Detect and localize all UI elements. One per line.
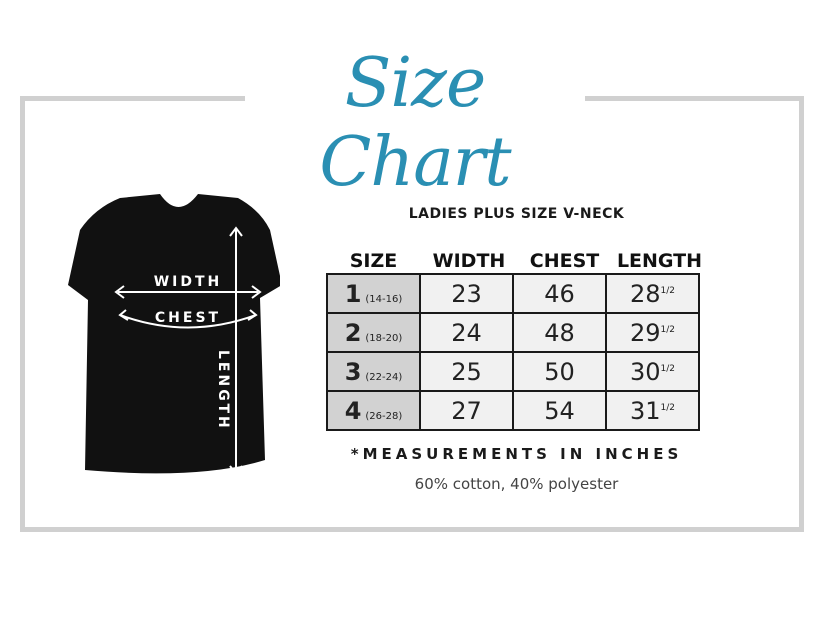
width-label: WIDTH bbox=[154, 274, 223, 290]
product-subtitle: LADIES PLUS SIZE V-NECK bbox=[408, 206, 625, 222]
table-row: 2 (18-20) 24 48 291/2 bbox=[326, 312, 700, 353]
fabric-info: 60% cotton, 40% polyester bbox=[414, 475, 619, 493]
header-chest: CHEST bbox=[529, 250, 600, 272]
table-row: 4 (26-28) 27 54 311/2 bbox=[326, 390, 700, 431]
measurement-note: *MEASUREMENTS IN INCHES bbox=[350, 445, 683, 463]
tshirt-diagram: WIDTH CHEST LENGTH bbox=[68, 194, 280, 476]
width-cell: 23 bbox=[419, 273, 514, 314]
chest-cell: 54 bbox=[512, 390, 607, 431]
length-cell: 311/2 bbox=[605, 390, 700, 431]
size-cell: 1 (14-16) bbox=[326, 273, 421, 314]
width-cell: 27 bbox=[419, 390, 514, 431]
table-row: 1 (14-16) 23 46 281/2 bbox=[326, 273, 700, 314]
length-cell: 301/2 bbox=[605, 351, 700, 392]
width-cell: 24 bbox=[419, 312, 514, 353]
size-cell: 3 (22-24) bbox=[326, 351, 421, 392]
table-row: 3 (22-24) 25 50 301/2 bbox=[326, 351, 700, 392]
length-label: LENGTH bbox=[215, 350, 231, 431]
header-length: LENGTH bbox=[616, 250, 703, 272]
width-cell: 25 bbox=[419, 351, 514, 392]
header-size: SIZE bbox=[349, 250, 398, 272]
size-cell: 4 (26-28) bbox=[326, 390, 421, 431]
chest-cell: 50 bbox=[512, 351, 607, 392]
page-title: Size Chart bbox=[319, 44, 511, 202]
chest-cell: 48 bbox=[512, 312, 607, 353]
length-cell: 281/2 bbox=[605, 273, 700, 314]
chest-cell: 46 bbox=[512, 273, 607, 314]
header-width: WIDTH bbox=[432, 250, 506, 272]
size-table: 1 (14-16) 23 46 281/2 2 (18-20) 24 48 291/2… bbox=[326, 273, 700, 431]
chest-label: CHEST bbox=[155, 310, 221, 326]
size-cell: 2 (18-20) bbox=[326, 312, 421, 353]
length-cell: 291/2 bbox=[605, 312, 700, 353]
